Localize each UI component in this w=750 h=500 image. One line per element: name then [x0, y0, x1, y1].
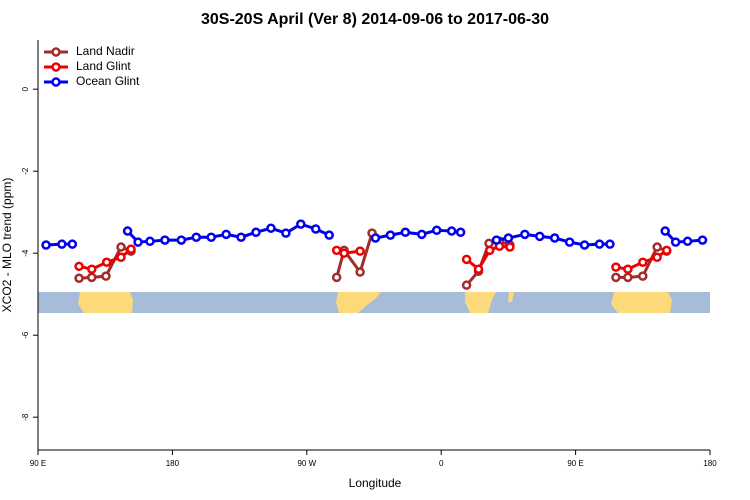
- land-patch: [508, 292, 514, 302]
- data-point: [324, 230, 334, 240]
- land-patch: [611, 292, 672, 313]
- data-point: [611, 272, 621, 283]
- data-point: [133, 237, 143, 247]
- ocean-strip: [38, 292, 710, 313]
- data-point: [697, 235, 708, 245]
- data-point: [296, 219, 306, 229]
- data-point: [176, 235, 187, 245]
- data-point: [594, 239, 605, 249]
- data-point: [535, 231, 545, 242]
- data-point: [122, 226, 133, 236]
- x-tick-label: 90 E: [30, 459, 46, 468]
- data-point: [311, 224, 321, 234]
- data-point: [638, 271, 648, 281]
- data-point: [623, 272, 633, 283]
- data-point: [101, 271, 111, 281]
- legend-label: Land Nadir: [76, 44, 135, 58]
- data-point: [355, 267, 365, 277]
- legend-marker: [51, 77, 61, 87]
- data-point: [206, 232, 216, 242]
- data-point: [446, 226, 457, 236]
- data-point: [67, 239, 78, 249]
- y-tick-label: -4: [21, 249, 30, 257]
- x-axis-label: Longitude: [349, 476, 402, 490]
- data-point: [116, 252, 126, 263]
- data-point: [160, 235, 170, 245]
- chart-title: 30S-20S April (Ver 8) 2014-09-06 to 2017…: [201, 11, 549, 28]
- y-tick-label: -2: [21, 167, 30, 175]
- data-point: [87, 272, 97, 283]
- series-line: [78, 244, 668, 272]
- data-point: [503, 233, 514, 243]
- legend-marker: [51, 47, 61, 57]
- data-point: [251, 227, 261, 238]
- data-point: [611, 262, 621, 272]
- data-point: [145, 236, 155, 247]
- data-point: [549, 233, 560, 243]
- data-point: [74, 273, 84, 283]
- data-point: [339, 248, 349, 258]
- data-point: [505, 242, 515, 252]
- data-point: [605, 239, 615, 249]
- data-point: [126, 244, 136, 254]
- data-point: [331, 245, 342, 256]
- data-point: [623, 264, 633, 274]
- data-point: [431, 225, 442, 235]
- x-tick-label: 0: [439, 459, 444, 468]
- x-tick-label: 180: [166, 459, 180, 468]
- data-point: [400, 227, 411, 238]
- data-point: [564, 237, 575, 247]
- data-point: [191, 232, 202, 242]
- data-point: [520, 229, 530, 240]
- x-tick-label: 90 E: [567, 459, 583, 468]
- land-patch: [336, 292, 381, 313]
- data-point: [87, 264, 97, 274]
- data-point: [682, 236, 693, 247]
- data-point: [473, 264, 484, 274]
- data-point: [266, 223, 276, 233]
- data-point: [652, 242, 662, 252]
- x-tick-label: 180: [703, 459, 717, 468]
- y-tick-label: -6: [21, 331, 30, 339]
- legend-marker: [51, 62, 61, 72]
- data-point: [661, 245, 672, 256]
- data-point: [461, 280, 472, 290]
- data-point: [57, 239, 67, 249]
- data-point: [670, 237, 681, 247]
- y-tick-label: 0: [21, 86, 30, 91]
- x-tick-label: 90 W: [297, 459, 316, 468]
- data-point: [331, 272, 342, 283]
- data-point: [236, 232, 246, 242]
- y-axis-label: XCO2 - MLO trend (ppm): [0, 178, 14, 313]
- data-point: [116, 242, 126, 252]
- data-point: [370, 233, 381, 243]
- legend-label: Land Glint: [76, 59, 131, 73]
- land-patch: [78, 292, 133, 313]
- data-point: [652, 252, 662, 263]
- land-patch: [465, 292, 496, 313]
- data-point: [74, 261, 84, 272]
- data-point: [579, 240, 590, 250]
- data-point: [355, 246, 365, 256]
- data-point: [385, 230, 396, 240]
- data-point: [484, 245, 495, 256]
- data-point: [221, 229, 231, 240]
- data-point: [101, 257, 112, 267]
- data-point: [455, 227, 466, 238]
- data-point: [638, 257, 648, 267]
- y-tick-label: -8: [21, 413, 30, 421]
- legend-label: Ocean Glint: [76, 74, 140, 88]
- data-point: [281, 228, 291, 238]
- data-point: [461, 254, 472, 265]
- data-point: [41, 240, 51, 250]
- data-point: [660, 226, 670, 236]
- data-point: [417, 229, 427, 240]
- data-point: [491, 235, 502, 245]
- map-strip: [38, 292, 710, 313]
